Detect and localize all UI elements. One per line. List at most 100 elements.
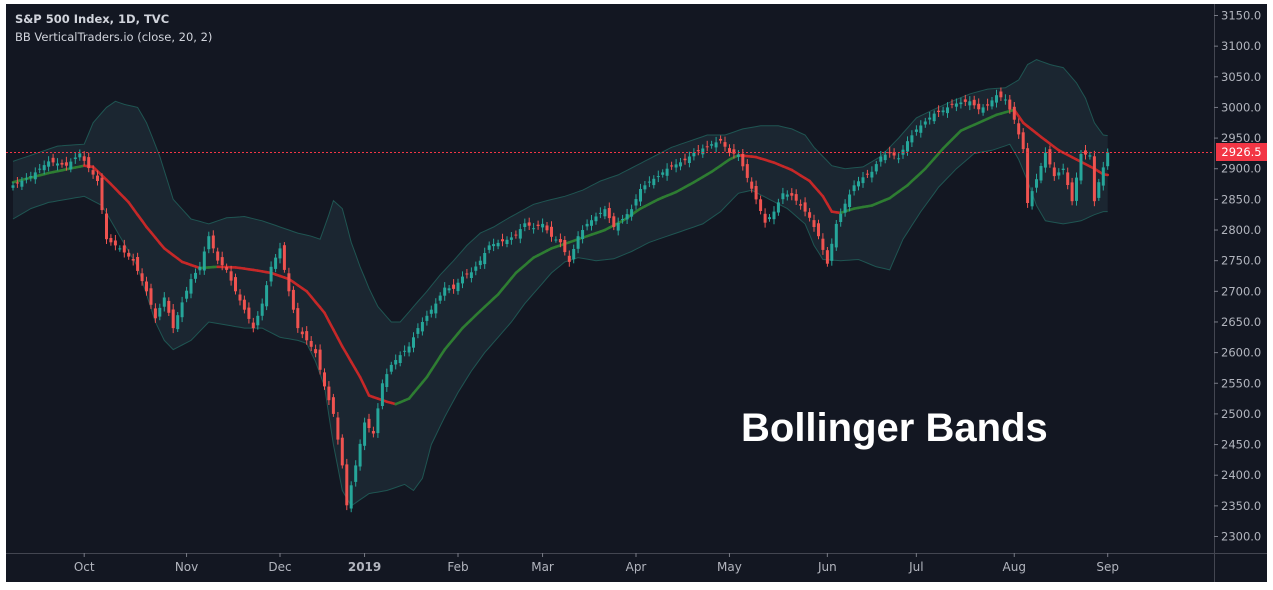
- candle: [598, 207, 602, 219]
- y-tick-label: 3050.0: [1221, 70, 1261, 84]
- candle: [416, 323, 420, 339]
- y-tick-label: 2600.0: [1221, 346, 1261, 360]
- candle: [256, 311, 260, 330]
- lower-band-line: [12, 143, 1108, 507]
- candle: [625, 208, 629, 224]
- y-tick-label: 2650.0: [1221, 315, 1261, 329]
- candle: [20, 177, 24, 190]
- candle: [567, 250, 571, 267]
- candle: [282, 242, 286, 273]
- candle: [465, 269, 469, 279]
- chart-title: S&P 500 Index, 1D, TVC: [15, 12, 170, 26]
- candle: [1075, 172, 1078, 206]
- candle: [781, 187, 785, 204]
- candle: [563, 236, 567, 256]
- candle: [514, 230, 518, 239]
- candle: [478, 256, 482, 269]
- bollinger-lines: [11, 59, 1109, 507]
- candle: [723, 136, 727, 152]
- candle: [986, 98, 990, 111]
- candle: [554, 236, 558, 243]
- basis-segment: [425, 368, 433, 379]
- candle: [469, 267, 473, 283]
- candle: [216, 247, 220, 265]
- chart-panel[interactable]: 3150.0 3100.0 3050.0 3000.0 2950.0 2900.0 2850…: [6, 4, 1267, 582]
- candle: [118, 245, 122, 252]
- y-tick-label: 2850.0: [1221, 192, 1261, 206]
- candle: [865, 169, 869, 178]
- candle: [1035, 173, 1038, 193]
- candle: [776, 198, 780, 216]
- candle: [82, 151, 86, 166]
- candle: [113, 235, 117, 251]
- candle: [69, 158, 73, 173]
- candle: [412, 332, 415, 353]
- candle: [750, 177, 754, 193]
- x-tick-label: Aug: [1003, 560, 1026, 574]
- candle: [705, 140, 709, 152]
- basis-segment: [438, 348, 447, 358]
- candle: [923, 117, 927, 128]
- candle: [683, 153, 687, 165]
- candle: [149, 283, 153, 309]
- candle: [857, 176, 860, 191]
- candle: [171, 304, 175, 334]
- candle: [892, 148, 896, 160]
- axes: 3150.0 3100.0 3050.0 3000.0 2950.0 2900.0 2850…: [6, 4, 1267, 582]
- basis-segment: [821, 195, 829, 206]
- candle: [247, 302, 251, 324]
- candle: [1003, 94, 1007, 105]
- candle: [452, 279, 456, 294]
- candle: [674, 159, 678, 173]
- candle: [363, 417, 367, 451]
- candle: [817, 219, 820, 240]
- candle: [1012, 102, 1016, 124]
- y-tick-label: 2750.0: [1221, 254, 1261, 268]
- basis-segment: [327, 319, 335, 331]
- candle: [327, 381, 331, 405]
- candle: [808, 208, 812, 222]
- candle: [403, 345, 407, 357]
- candle: [456, 278, 460, 295]
- candle: [194, 268, 197, 283]
- candle: [47, 156, 51, 172]
- candle: [732, 144, 736, 159]
- candlestick-chart[interactable]: 3150.0 3100.0 3050.0 3000.0 2950.0 2900.0 2850…: [6, 4, 1267, 582]
- candle: [839, 208, 843, 227]
- candle: [572, 244, 576, 264]
- candle: [296, 302, 300, 333]
- y-tick-label: 2950.0: [1221, 131, 1261, 145]
- candle: [1084, 145, 1087, 160]
- candle: [105, 208, 108, 244]
- candle: [594, 212, 598, 225]
- candle: [768, 214, 771, 222]
- candle: [1097, 178, 1101, 201]
- y-tick-label: 2800.0: [1221, 223, 1261, 237]
- candle: [590, 215, 593, 231]
- candle: [830, 238, 834, 266]
- basis-segment: [336, 336, 344, 348]
- candle: [848, 189, 852, 212]
- candle: [919, 120, 923, 138]
- candle: [78, 149, 82, 161]
- overlay-title: Bollinger Bands: [741, 406, 1048, 450]
- candle: [509, 232, 513, 245]
- candle: [461, 271, 464, 289]
- candle: [647, 176, 651, 188]
- candle: [914, 125, 918, 136]
- current-price-badge: 2926.5: [1216, 143, 1267, 162]
- candle: [963, 94, 967, 106]
- y-tick-label: 2900.0: [1221, 162, 1261, 176]
- y-tick-label: 2550.0: [1221, 376, 1261, 390]
- candle: [202, 246, 206, 275]
- y-tick-label: 3100.0: [1221, 39, 1261, 53]
- candle: [754, 180, 758, 205]
- candle: [229, 265, 233, 286]
- candle: [870, 166, 874, 183]
- band-fill: [13, 59, 1108, 506]
- candle: [785, 190, 789, 201]
- candle: [523, 218, 527, 232]
- candle: [736, 150, 740, 161]
- candle: [1066, 167, 1070, 190]
- candle: [728, 144, 731, 157]
